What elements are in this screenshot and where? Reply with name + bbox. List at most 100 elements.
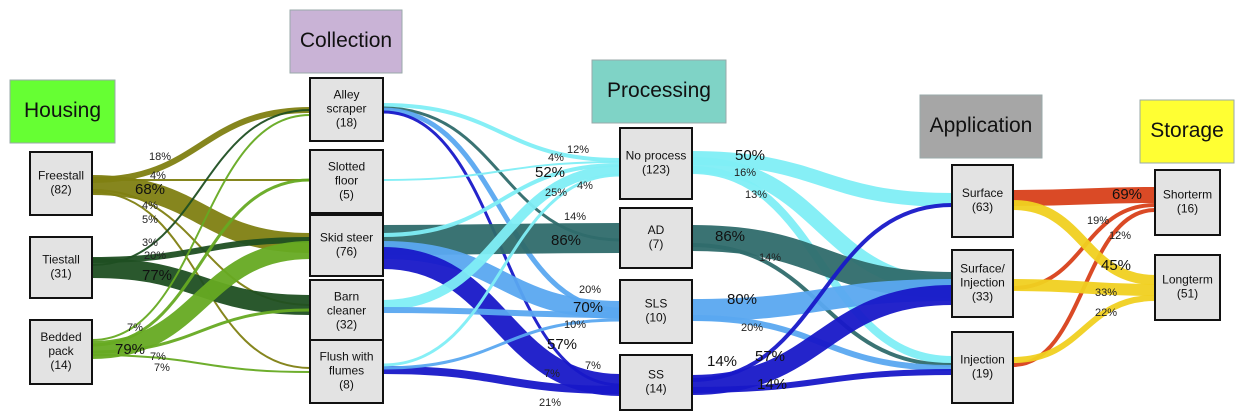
node-label: Longterm: [1162, 273, 1213, 287]
flow-percent: 80%: [727, 291, 757, 308]
node-label: floor: [335, 174, 358, 188]
node-label: Surface/: [960, 262, 1005, 276]
flow-percent: 20%: [741, 322, 763, 334]
flow: [382, 165, 621, 310]
flow-percent: 4%: [150, 170, 166, 182]
flow-percent: 22%: [1095, 307, 1117, 319]
node-box: [309, 339, 384, 404]
flow-percent: 52%: [535, 164, 565, 181]
node-label: Tiestall: [42, 253, 80, 267]
node-count: (63): [972, 200, 993, 214]
flow-percent: 4%: [142, 200, 158, 212]
node-box: [1154, 169, 1221, 236]
stage-header-box: [289, 9, 403, 74]
flow: [691, 369, 953, 393]
flow: [382, 173, 621, 367]
stage-header-box: [1139, 99, 1235, 164]
flow-percent: 14%: [707, 353, 737, 370]
node-count: (19): [972, 367, 993, 381]
node-count: (51): [1177, 287, 1198, 301]
stage-header-box: [591, 59, 727, 124]
node-count: (123): [642, 163, 670, 177]
flow-percent: 68%: [135, 181, 165, 198]
flow-percent: 7%: [127, 322, 143, 334]
flow: [91, 258, 311, 315]
flow-percent: 13%: [745, 189, 767, 201]
flow-percent: 25%: [545, 187, 567, 199]
flow-percent: 18%: [149, 151, 171, 163]
node-label: flumes: [329, 364, 364, 378]
flow-percent: 57%: [547, 336, 577, 353]
node-label: Barn: [334, 290, 359, 304]
flow: [382, 307, 621, 318]
node-label: scraper: [326, 102, 366, 116]
node-count: (18): [336, 116, 357, 130]
node-label: Skid steer: [320, 231, 373, 245]
flow-percent: 50%: [735, 147, 765, 164]
stage-header: Storage: [1150, 119, 1224, 142]
node-box: [619, 354, 693, 411]
stage-header: Processing: [607, 79, 711, 102]
node-label: Injection: [960, 276, 1005, 290]
flow: [382, 366, 621, 394]
flow: [91, 107, 311, 183]
node-label: No process: [626, 149, 687, 163]
node-box: [29, 236, 93, 299]
flow-percent: 14%: [757, 376, 787, 393]
flow-percent: 79%: [115, 341, 145, 358]
flow-percent: 3%: [142, 237, 158, 249]
flow-percent: 16%: [734, 167, 756, 179]
node-label: AD: [648, 223, 665, 237]
node-box: [309, 77, 384, 142]
node-count: (14): [645, 382, 666, 396]
node-box: [619, 127, 693, 200]
flow: [91, 308, 311, 354]
flow-percent: 7%: [154, 362, 170, 374]
flow-percent: 57%: [755, 348, 785, 365]
flow: [91, 114, 311, 341]
node-label: Injection: [960, 353, 1005, 367]
node-box: [309, 279, 384, 344]
node-box: [309, 149, 384, 214]
flow-percent: 69%: [1112, 186, 1142, 203]
flow: [691, 151, 953, 207]
flows: [91, 103, 1156, 396]
flow-percent: 10%: [564, 319, 586, 331]
flow: [382, 247, 621, 396]
flow: [691, 225, 953, 298]
node-box: [951, 249, 1014, 318]
node-box: [619, 207, 693, 269]
node-label: Slotted: [328, 160, 365, 174]
flow-percent: 19%: [1087, 215, 1109, 227]
node-count: (76): [336, 245, 357, 259]
flow: [1012, 295, 1156, 363]
node-label: Flush with: [319, 350, 373, 364]
flow-percent: 7%: [585, 360, 601, 372]
flow: [382, 318, 621, 370]
boxes: Housing Collection Processing Application St…: [9, 9, 1235, 411]
node-label: Freestall: [38, 169, 84, 183]
flow-percent: 14%: [564, 211, 586, 223]
flow: [382, 161, 621, 181]
node-count: (82): [50, 183, 71, 197]
flow-percent: 70%: [573, 299, 603, 316]
flow: [1012, 187, 1156, 206]
node-box: [951, 164, 1014, 238]
flow-percent: 20%: [144, 250, 166, 262]
flow-percent: 86%: [715, 228, 745, 245]
stage-header: Housing: [24, 99, 101, 122]
node-count: (5): [339, 188, 354, 202]
flow-percent: 7%: [150, 351, 166, 363]
node-box: [29, 151, 93, 216]
stage-header: Application: [930, 114, 1033, 137]
stage-header-box: [9, 79, 116, 144]
node-count: (7): [649, 237, 664, 251]
stage-header: Collection: [300, 29, 392, 52]
flow: [91, 241, 311, 359]
flow: [1012, 200, 1156, 285]
node-count: (8): [339, 378, 354, 392]
flow: [382, 103, 621, 162]
flow-percent: 33%: [1095, 287, 1117, 299]
flow-percent: 21%: [539, 397, 561, 409]
